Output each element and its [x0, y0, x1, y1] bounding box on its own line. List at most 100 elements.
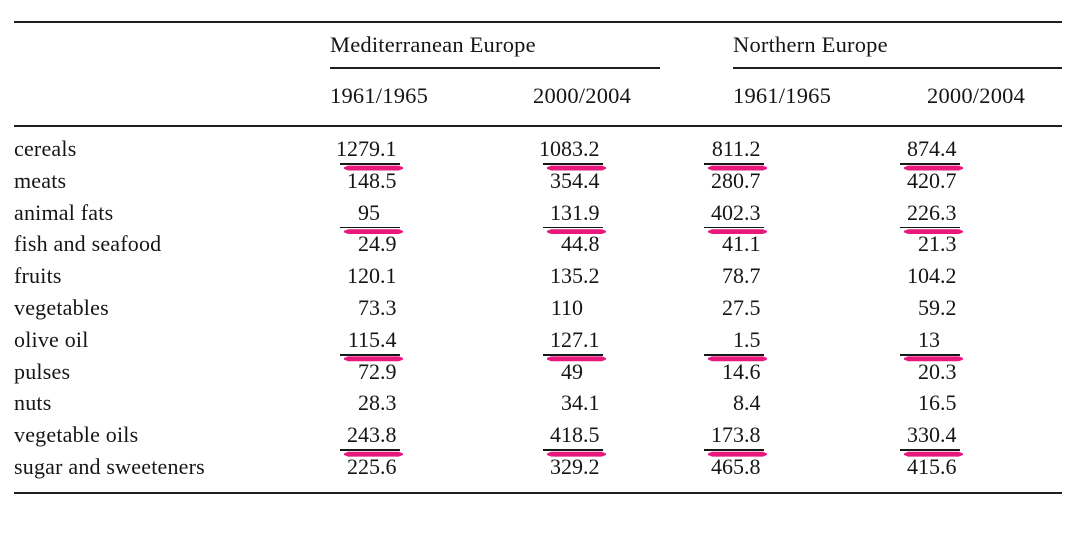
integer-part: 226 [907, 199, 940, 225]
row-label: cereals [14, 136, 77, 161]
table-row: fish and seafood 24.9 44.8 41.1 21.3 [14, 228, 1062, 260]
fraction-part: .3 [940, 231, 957, 257]
decimal-aligned-number: 16.5 [892, 387, 966, 419]
value-cell: 16.5 [918, 387, 1062, 419]
value-cell: 27.5 [722, 292, 927, 324]
integer-part: 225 [347, 453, 380, 479]
fraction-part: .6 [380, 453, 397, 479]
fraction-part: .5 [744, 326, 761, 352]
table-row: pulses 72.9 49 14.6 20.3 [14, 356, 1062, 388]
value-cell: 131.9 [533, 197, 660, 235]
fraction-part: .6 [744, 358, 761, 384]
decimal-aligned-number: 27.5 [696, 292, 770, 324]
value-cell: 59.2 [918, 292, 1062, 324]
integer-part: 27 [722, 294, 744, 320]
value-cell: 280.7 [711, 165, 927, 197]
year-header-north-2000-2004: 2000/2004 [927, 83, 1026, 108]
decimal-aligned-number: 420.7 [892, 165, 966, 197]
integer-part: 415 [907, 453, 940, 479]
integer-part: 115 [347, 326, 380, 352]
decimal-aligned-number: 226.3 [892, 197, 966, 235]
table-row: animal fats 95 131.9 402.3 226.3 [14, 197, 1062, 235]
row-label: olive oil [14, 326, 89, 352]
fraction-part: .5 [583, 422, 600, 448]
value-cell: 330.4 [900, 419, 1062, 457]
fraction-part: .7 [744, 167, 761, 193]
row-label: meats [14, 167, 67, 193]
integer-part: 78 [722, 263, 744, 289]
row-label: fruits [14, 263, 62, 289]
value-cell: 874.4 [900, 133, 1062, 171]
fraction-part: .3 [380, 390, 397, 416]
value-cell: 41.1 [722, 228, 927, 260]
value-cell: 115.4 [330, 324, 533, 362]
integer-part: 21 [918, 231, 940, 257]
fraction-part: .3 [380, 294, 397, 320]
integer-part: 34 [561, 390, 583, 416]
fraction-part: .4 [940, 422, 957, 448]
decimal-aligned-number: 135.2 [535, 260, 609, 292]
year-header-med-1961-1965: 1961/1965 [330, 83, 429, 108]
value-cell: 1279.1 [330, 133, 533, 171]
integer-part: 173 [711, 422, 744, 448]
table-row: nuts 28.3 34.1 8.4 16.5 [14, 387, 1062, 419]
integer-part: 329 [550, 453, 583, 479]
fraction-part: .2 [583, 453, 600, 479]
integer-part: 28 [358, 390, 380, 416]
integer-part: 41 [722, 231, 744, 257]
fraction-part: .4 [940, 136, 957, 161]
value-cell: 420.7 [907, 165, 1062, 197]
decimal-aligned-number: 49 [535, 356, 609, 388]
row-label: vegetables [14, 294, 109, 320]
value-cell: 44.8 [533, 228, 660, 260]
fraction-part: .8 [583, 231, 600, 257]
fraction-part: .3 [940, 199, 957, 225]
fraction-part [940, 324, 966, 356]
fraction-part: .2 [940, 263, 957, 289]
integer-part: 72 [358, 358, 380, 384]
decimal-aligned-number: 465.8 [696, 451, 770, 483]
fraction-part: .1 [380, 263, 397, 289]
decimal-aligned-number: 225.6 [332, 451, 406, 483]
table-row: cereals 1279.1 1083.2 811.2 874.4 [14, 133, 1062, 171]
fraction-part: .9 [380, 358, 397, 384]
fraction-part: .9 [583, 199, 600, 225]
fraction-part: .2 [583, 136, 600, 161]
decimal-aligned-number: 72.9 [332, 356, 406, 388]
year-header-row: 1961/1965 2000/2004 1961/1965 2000/2004 [14, 69, 1062, 127]
value-cell: 49 [533, 356, 660, 388]
decimal-aligned-number: 24.9 [332, 228, 406, 260]
fraction-part: .9 [380, 231, 397, 257]
value-cell: 1083.2 [533, 133, 660, 171]
fraction-part [583, 356, 609, 388]
decimal-aligned-number: 330.4 [892, 419, 966, 457]
column-group-label: Mediterranean Europe [330, 32, 536, 57]
row-label: nuts [14, 390, 52, 416]
integer-part: 135 [550, 263, 583, 289]
fraction-part: .1 [583, 390, 600, 416]
decimal-aligned-number: 811.2 [696, 133, 770, 171]
value-cell: 20.3 [918, 356, 1062, 388]
decimal-aligned-number: 28.3 [332, 387, 406, 419]
decimal-aligned-number: 44.8 [535, 228, 609, 260]
fraction-part: .8 [744, 453, 761, 479]
integer-part: 20 [918, 358, 940, 384]
fraction-part [380, 197, 406, 229]
decimal-aligned-number: 59.2 [892, 292, 966, 324]
decimal-aligned-number: 73.3 [332, 292, 406, 324]
fraction-part: .8 [380, 422, 397, 448]
column-group-header-row: Mediterranean Europe Northern Europe [14, 23, 1062, 69]
integer-part: 59 [918, 294, 940, 320]
fraction-part: .5 [744, 294, 761, 320]
row-label: vegetable oils [14, 422, 139, 448]
fraction-part: .6 [940, 453, 957, 479]
year-header-north-1961-1965: 1961/1965 [733, 83, 832, 108]
table-row: fruits 120.1 135.2 78.7 104.2 [14, 260, 1062, 292]
fraction-part: .8 [744, 422, 761, 448]
integer-part: 811 [711, 136, 744, 161]
integer-part: 1 [733, 326, 744, 352]
value-cell: 8.4 [733, 387, 927, 419]
decimal-aligned-number: 1083.2 [535, 133, 609, 171]
fraction-part: .2 [940, 294, 957, 320]
table-body: cereals 1279.1 1083.2 811.2 874.4 meats … [14, 127, 1062, 494]
